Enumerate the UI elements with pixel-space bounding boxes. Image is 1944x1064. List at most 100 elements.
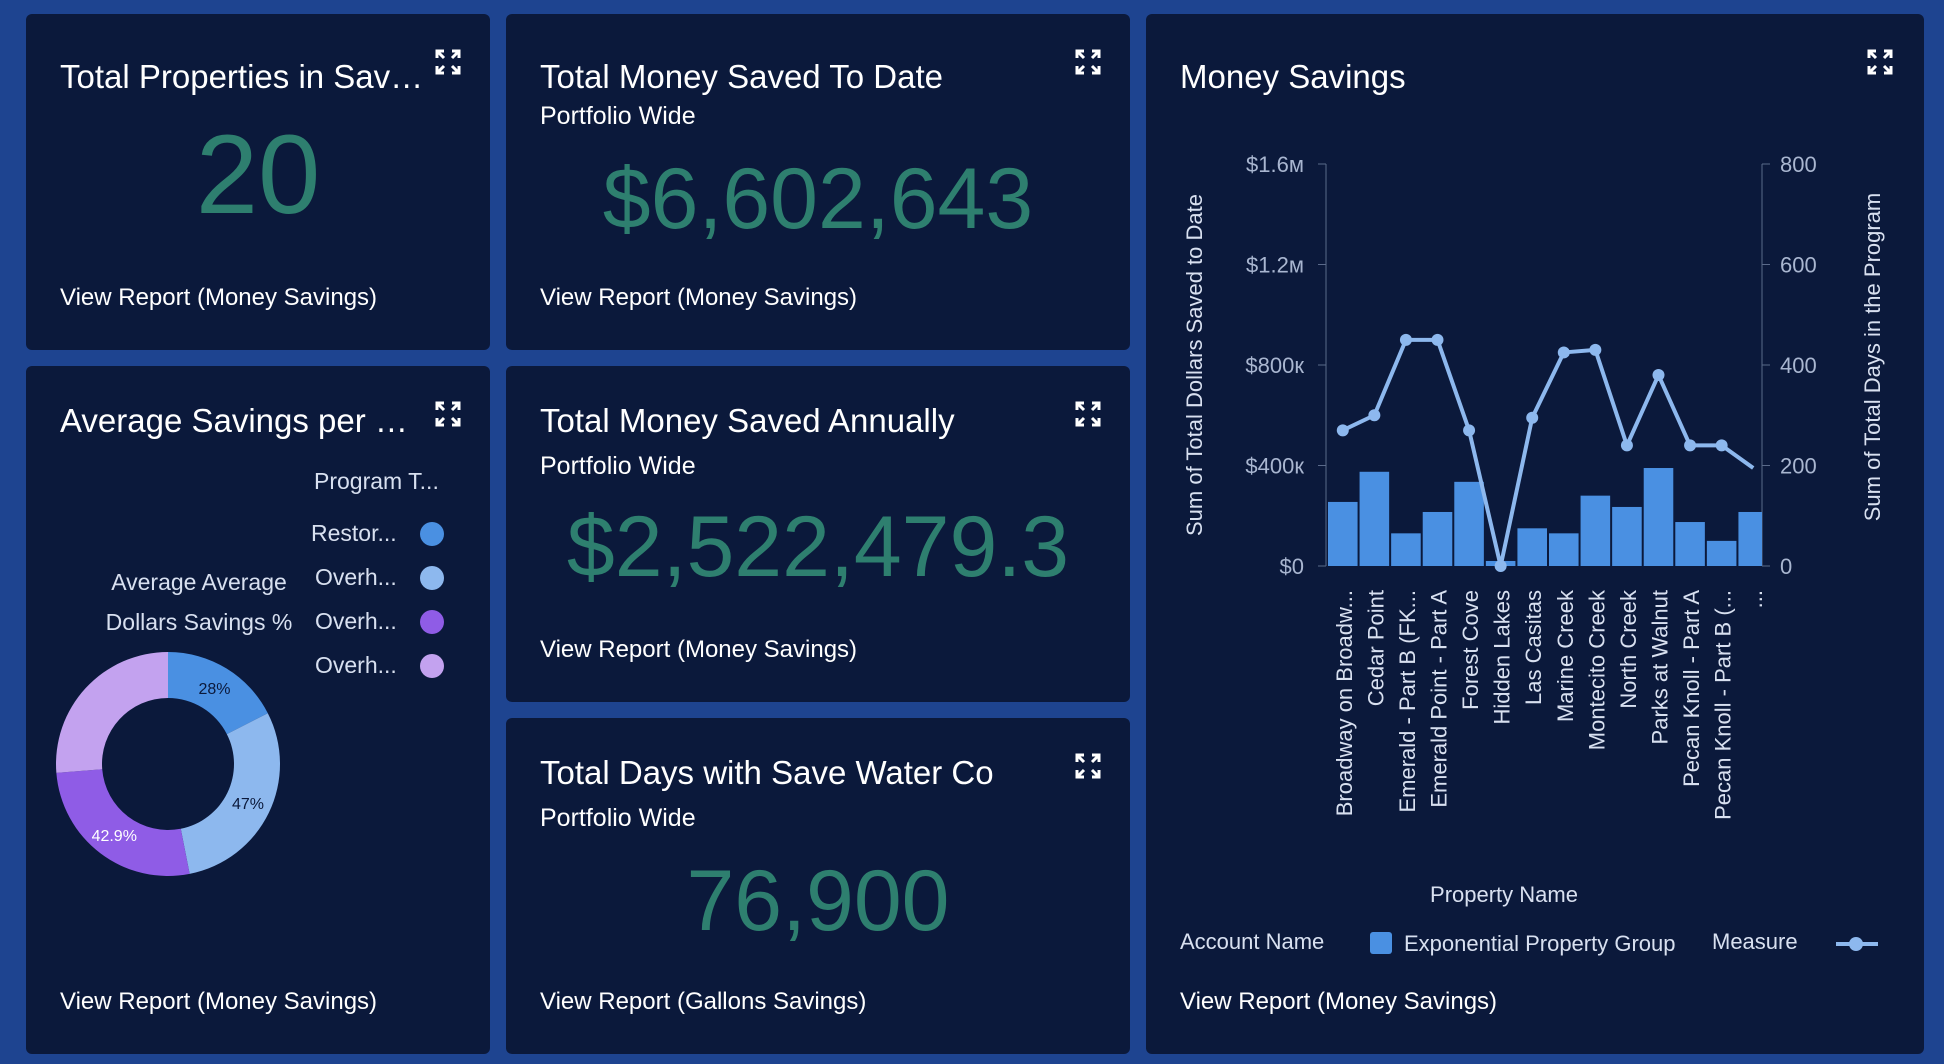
legend-account-label: Account Name (1180, 929, 1324, 954)
average-savings-card: Average Savings per … Program T... Resto… (26, 366, 490, 1054)
money-savings-chart-card: Money Savings $0 $400к $800к $1.2м $1.6м 0 200… (1146, 14, 1924, 1054)
card-subtitle: Portfolio Wide (540, 102, 696, 130)
x-tick-label: Marine Creek (1553, 589, 1578, 722)
x-tick-label: Broadway on Broadw... (1332, 590, 1357, 816)
card-title: Total Money Saved To Date (540, 58, 943, 95)
donut-slice[interactable] (168, 652, 268, 735)
x-tick-label: ... (1742, 590, 1767, 608)
legend-item-label: Overh... (315, 608, 397, 634)
donut-slice-label: 47% (232, 796, 264, 813)
total-properties-card: Total Properties in Sav… 20 View Report … (26, 14, 490, 350)
donut-slice-label: 42.9% (92, 828, 137, 845)
bar[interactable] (1549, 533, 1579, 566)
donut-slice-label: 28% (199, 681, 231, 698)
total-days-card: Total Days with Save Water Co Portfolio … (506, 718, 1130, 1054)
card-title: Average Savings per … (60, 402, 408, 439)
bar[interactable] (1391, 533, 1421, 566)
bar[interactable] (1517, 528, 1547, 566)
y2-tick-label: 0 (1780, 554, 1792, 579)
y-axis-title: Sum of Total Dollars Saved to Date (1182, 194, 1207, 536)
donut-label-line-2: Dollars Savings % (105, 609, 293, 635)
expand-icon[interactable] (1074, 400, 1102, 428)
donut-chart: 28% 47% 42.9% (56, 652, 280, 876)
line-point[interactable] (1526, 411, 1539, 424)
donut-label-line-1: Average Average (111, 569, 287, 595)
line-point[interactable] (1557, 346, 1570, 359)
card-subtitle: Portfolio Wide (540, 804, 696, 832)
donut-slice[interactable] (56, 652, 168, 773)
view-report-link[interactable]: View Report (Money Savings) (540, 284, 858, 311)
bar[interactable] (1738, 511, 1762, 566)
bar[interactable] (1706, 540, 1737, 566)
bar[interactable] (1580, 495, 1611, 566)
line-point[interactable] (1494, 560, 1507, 572)
kpi-value: $2,522,479.3 (566, 499, 1070, 595)
legend-item-label: Overh... (315, 652, 397, 678)
line-point[interactable] (1589, 343, 1602, 356)
card-title: Total Money Saved Annually (540, 402, 955, 439)
line-point[interactable] (1463, 424, 1476, 437)
y2-tick-label: 200 (1780, 454, 1817, 479)
expand-icon[interactable] (1074, 48, 1102, 76)
x-tick-label: North Creek (1616, 589, 1641, 709)
x-tick-label: Emerald - Part B (FK... (1395, 590, 1420, 813)
view-report-link[interactable]: View Report (Gallons Savings) (540, 988, 867, 1015)
bar[interactable] (1454, 481, 1484, 566)
line-point[interactable] (1368, 409, 1381, 422)
line-point[interactable] (1431, 333, 1444, 346)
view-report-link[interactable]: View Report (Money Savings) (60, 988, 378, 1015)
money-savings-chart: $0 $400к $800к $1.2м $1.6м 0 200 400 600 800 Sum o… (1180, 152, 1885, 956)
y-tick-label: $1.2м (1246, 253, 1304, 278)
legend-swatch-overhaul-2 (420, 610, 444, 634)
kpi-value: 76,900 (686, 853, 950, 949)
y2-tick-label: 600 (1780, 253, 1817, 278)
line-point[interactable] (1399, 333, 1412, 346)
expand-icon[interactable] (1074, 752, 1102, 780)
expand-icon[interactable] (434, 400, 462, 428)
line-point[interactable] (1715, 439, 1728, 452)
bar[interactable] (1422, 511, 1453, 566)
x-tick-label: Las Casitas (1521, 590, 1546, 705)
x-tick-label: Forest Cove (1458, 590, 1483, 710)
card-title: Total Properties in Sav… (60, 58, 424, 95)
card-title: Money Savings (1180, 58, 1406, 95)
x-tick-label: Parks at Walnut (1648, 590, 1673, 744)
kpi-value: $6,602,643 (602, 151, 1034, 247)
bar[interactable] (1643, 468, 1674, 566)
legend-title: Program T... (314, 468, 439, 494)
y2-axis-title: Sum of Total Days in the Program (1860, 193, 1885, 522)
line-point[interactable] (1652, 369, 1665, 382)
y-tick-label: $0 (1280, 554, 1304, 579)
bar[interactable] (1675, 522, 1705, 566)
expand-icon[interactable] (1866, 48, 1894, 76)
x-tick-label: Pecan Knoll - Part B (... (1711, 590, 1736, 820)
donut-slice[interactable] (56, 769, 190, 876)
view-report-link[interactable]: View Report (Money Savings) (1180, 988, 1498, 1015)
legend-swatch-restoration (420, 522, 444, 546)
view-report-link[interactable]: View Report (Money Savings) (60, 284, 378, 311)
x-tick-label: Emerald Point - Part A (1427, 590, 1452, 808)
bar[interactable] (1328, 501, 1358, 566)
bar[interactable] (1359, 471, 1390, 566)
x-tick-label: Hidden Lakes (1490, 590, 1515, 725)
x-tick-label: Pecan Knoll - Part A (1679, 590, 1704, 787)
expand-icon[interactable] (434, 48, 462, 76)
card-subtitle: Portfolio Wide (540, 452, 696, 480)
line-point[interactable] (1684, 439, 1697, 452)
y2-tick-label: 400 (1780, 353, 1817, 378)
donut-slice[interactable] (180, 713, 280, 874)
y-tick-label: $800к (1245, 353, 1304, 378)
line-point[interactable] (1620, 439, 1633, 452)
legend-item-label: Overh... (315, 564, 397, 590)
x-tick-label: Cedar Point (1363, 590, 1388, 706)
y-tick-label: $1.6м (1246, 152, 1304, 177)
bar[interactable] (1612, 506, 1642, 566)
money-saved-annually-card: Total Money Saved Annually Portfolio Wid… (506, 366, 1130, 702)
legend-measure-label: Measure (1712, 929, 1798, 954)
y2-tick-label: 800 (1780, 152, 1817, 177)
legend-item-label: Restor... (311, 520, 397, 546)
card-title: Total Days with Save Water Co (540, 754, 994, 791)
line-point[interactable] (1336, 424, 1349, 437)
x-tick-label: Montecito Creek (1584, 589, 1609, 750)
view-report-link[interactable]: View Report (Money Savings) (540, 636, 858, 663)
